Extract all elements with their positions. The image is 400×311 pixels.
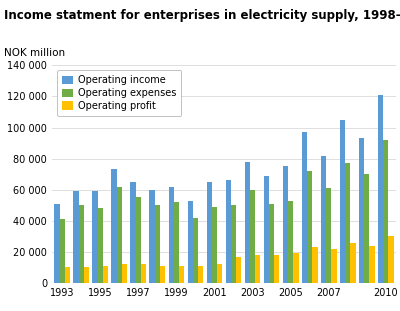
Bar [79,205,84,283]
Bar [155,205,160,283]
Bar [340,120,345,283]
Bar [331,249,336,283]
Bar [188,201,193,283]
Bar [358,138,364,283]
Bar [92,191,98,283]
Bar [217,264,222,283]
Bar [364,174,369,283]
Bar [65,267,70,283]
Bar [226,180,231,283]
Bar [168,187,174,283]
Bar [206,182,212,283]
Bar [320,156,326,283]
Bar [231,205,236,283]
Bar [54,204,60,283]
Bar [160,266,166,283]
Bar [350,243,356,283]
Legend: Operating income, Operating expenses, Operating profit: Operating income, Operating expenses, Op… [57,70,182,116]
Bar [244,162,250,283]
Bar [307,171,312,283]
Bar [103,266,108,283]
Bar [98,208,103,283]
Bar [130,182,136,283]
Bar [326,188,331,283]
Bar [345,163,350,283]
Bar [193,218,198,283]
Bar [264,176,269,283]
Bar [312,247,318,283]
Bar [74,191,79,283]
Bar [378,95,383,283]
Bar [388,236,394,283]
Bar [198,266,204,283]
Bar [60,219,65,283]
Bar [212,207,217,283]
Bar [122,264,128,283]
Bar [150,190,155,283]
Bar [136,197,141,283]
Bar [255,255,260,283]
Bar [84,267,90,283]
Text: Income statment for enterprises in electricity supply, 1998-NOK: Income statment for enterprises in elect… [4,9,400,22]
Bar [179,266,184,283]
Bar [369,246,374,283]
Text: NOK million: NOK million [4,48,65,58]
Bar [282,166,288,283]
Bar [236,257,242,283]
Bar [250,190,255,283]
Bar [302,132,307,283]
Bar [117,187,122,283]
Bar [383,140,388,283]
Bar [141,264,146,283]
Bar [288,201,293,283]
Bar [112,169,117,283]
Bar [269,204,274,283]
Bar [174,202,179,283]
Bar [274,255,280,283]
Bar [293,253,298,283]
